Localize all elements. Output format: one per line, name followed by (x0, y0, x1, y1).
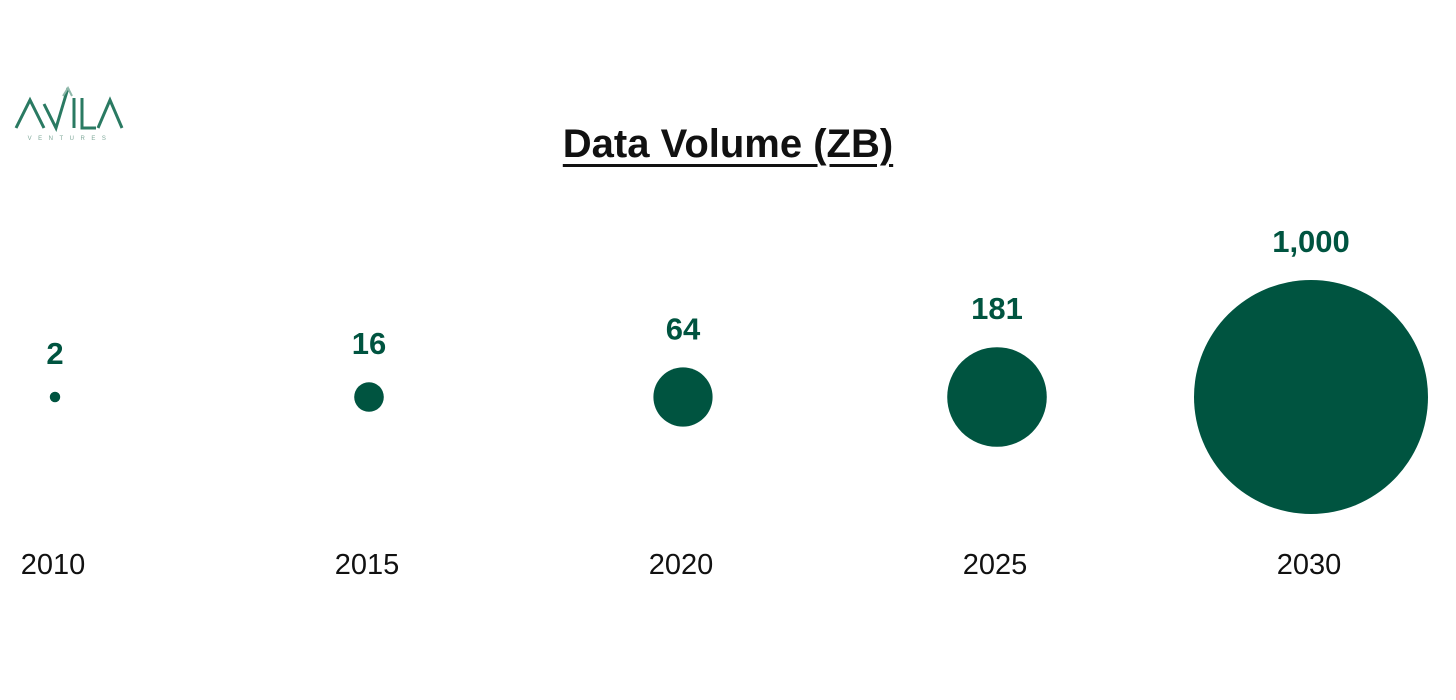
value-label-2010: 2 (46, 336, 63, 371)
bubble-2015 (354, 382, 384, 412)
year-label-2015: 2015 (335, 549, 400, 581)
year-label-2030: 2030 (1277, 549, 1342, 581)
chart-title: Data Volume (ZB) (562, 122, 894, 166)
bubble-2025 (947, 347, 1047, 447)
bubble-2010 (49, 391, 61, 403)
value-label-2030: 1,000 (1272, 224, 1350, 259)
value-label-2020: 64 (666, 311, 701, 346)
bubble-2030 (1194, 280, 1428, 514)
year-label-2025: 2025 (963, 549, 1028, 581)
bubble-2020 (653, 367, 713, 427)
year-label-2010: 2010 (21, 549, 86, 581)
avila-ventures-logo: VENTURES (14, 85, 124, 142)
logo-subtext: VENTURES (28, 136, 113, 142)
value-label-2015: 16 (352, 326, 386, 361)
logo-mark (14, 85, 124, 133)
value-label-2025: 181 (971, 291, 1023, 326)
year-label-2020: 2020 (649, 549, 714, 581)
